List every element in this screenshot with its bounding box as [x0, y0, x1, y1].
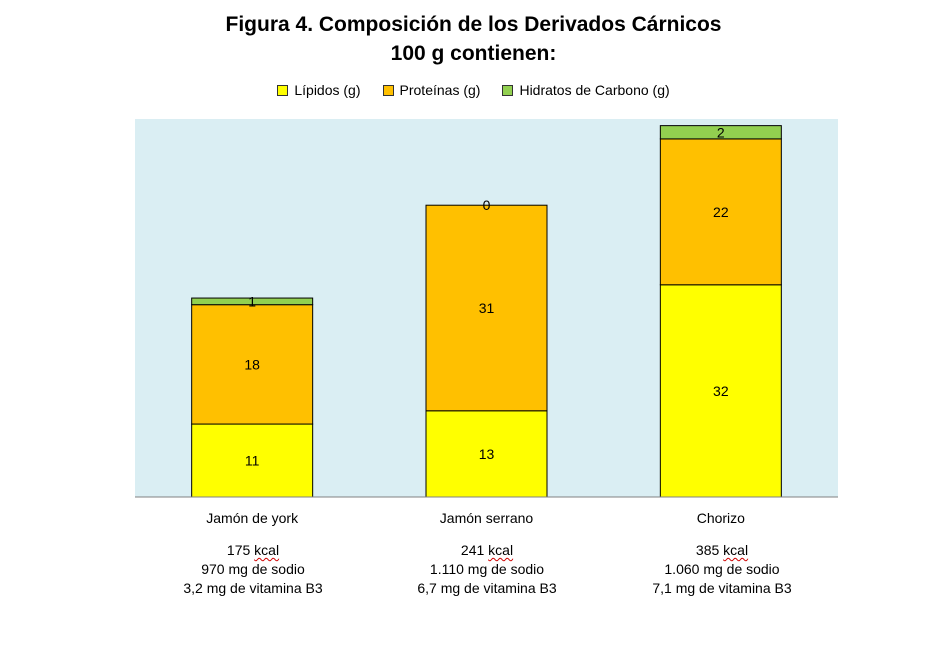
kcal-unit: kcal: [488, 542, 514, 558]
data-label: 11: [245, 453, 260, 469]
bar-segment-1-1: [191, 423, 314, 498]
legend-item-hidratos: Hidratos de Carbono (g): [502, 82, 670, 98]
data-label: 1: [248, 293, 256, 309]
legend-label-proteinas: Proteínas (g): [399, 82, 481, 98]
kcal-value: 241: [460, 542, 485, 558]
category-notes-jamon-york: 175 kcal 970 mg de sodio 3,2 mg de vitam…: [133, 541, 373, 598]
legend-item-lipidos: Lípidos (g): [277, 82, 361, 98]
data-label: 2: [717, 124, 725, 140]
chart-subtitle: 100 g contienen:: [390, 42, 557, 65]
category-label: Jamón serrano: [440, 510, 534, 526]
bar-segment-2-2: [425, 204, 548, 412]
legend-label-hidratos: Hidratos de Carbono (g): [519, 82, 670, 98]
category-label: Jamón de york: [206, 510, 299, 526]
legend-swatch-hidratos: [502, 84, 514, 96]
kcal-unit: kcal: [254, 542, 280, 558]
category-notes-chorizo: 385 kcal 1.060 mg de sodio 7,1 mg de vit…: [602, 541, 842, 598]
kcal-value: 385: [695, 542, 720, 558]
data-label: 32: [713, 383, 729, 399]
legend-label-lipidos: Lípidos (g): [294, 82, 361, 98]
legend-swatch-proteinas: [382, 84, 394, 96]
data-label: 22: [713, 204, 729, 220]
legend-item-proteinas: Proteínas (g): [382, 82, 481, 98]
bar-segment-1-3: [659, 284, 782, 498]
vitamina-line: 7,1 mg de vitamina B3: [652, 580, 792, 596]
kcal-line: 175 kcal: [133, 541, 373, 560]
vitamina-line: 6,7 mg de vitamina B3: [417, 580, 557, 596]
sodio-line: 970 mg de sodio: [201, 561, 305, 577]
sodio-line: 1.110 mg de sodio: [429, 561, 545, 577]
data-label: 18: [244, 356, 260, 372]
sodio-line: 1.060 mg de sodio: [664, 561, 780, 577]
bar-segment-2-3: [659, 138, 782, 286]
bar-segment-3-3: [659, 125, 782, 140]
data-label: 0: [483, 197, 491, 213]
legend-swatch-lipidos: [277, 84, 289, 96]
vitamina-line: 3,2 mg de vitamina B3: [183, 580, 323, 596]
bar-segment-1-2: [425, 410, 548, 498]
data-label: 31: [479, 300, 495, 316]
category-label: Chorizo: [697, 510, 745, 526]
kcal-unit: kcal: [723, 542, 749, 558]
kcal-value: 175: [226, 542, 251, 558]
bar-segment-3-1: [191, 297, 314, 306]
chart-title: Figura 4. Composición de los Derivados C…: [225, 13, 722, 36]
kcal-line: 241 kcal: [367, 541, 607, 560]
data-label: 13: [479, 446, 495, 462]
category-notes-jamon-serrano: 241 kcal 1.110 mg de sodio 6,7 mg de vit…: [367, 541, 607, 598]
chart-legend: Lípidos (g) Proteínas (g) Hidratos de Ca…: [0, 82, 947, 98]
kcal-line: 385 kcal: [602, 541, 842, 560]
